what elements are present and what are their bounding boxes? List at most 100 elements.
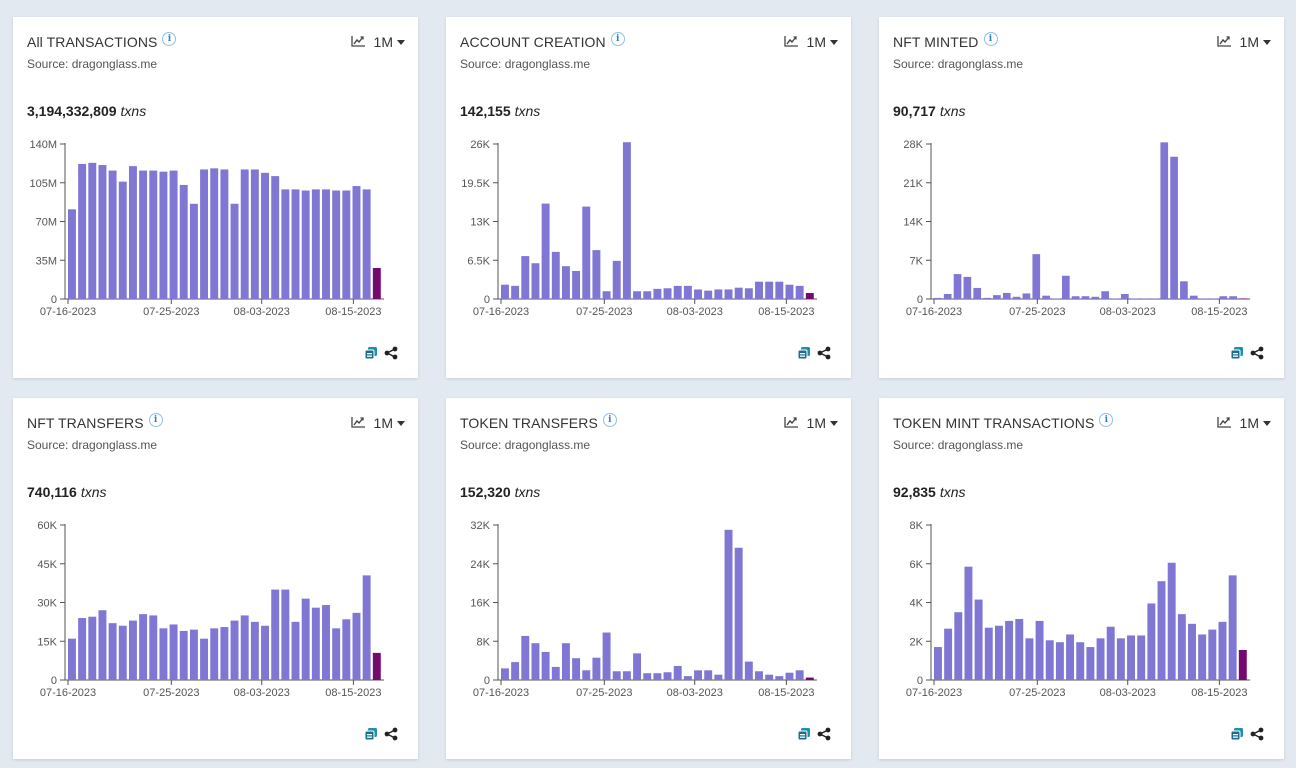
trend-chart-icon[interactable] xyxy=(783,34,799,50)
bar xyxy=(673,285,682,299)
trend-chart-icon[interactable] xyxy=(350,34,366,50)
x-tick-label: 07-25-2023 xyxy=(576,306,632,318)
x-tick-label: 08-03-2023 xyxy=(1100,306,1156,318)
bar xyxy=(1160,142,1169,299)
bar xyxy=(541,651,550,680)
period-dropdown[interactable]: 1M xyxy=(807,34,838,50)
card-title-wrap: TOKEN TRANSFERS i xyxy=(460,413,617,431)
bar xyxy=(1130,298,1139,299)
bar xyxy=(139,170,148,299)
bar xyxy=(714,289,723,299)
y-tick-label: 13K xyxy=(470,217,490,229)
card-title: ACCOUNT CREATION xyxy=(460,34,606,50)
info-icon[interactable]: i xyxy=(610,32,625,46)
bar xyxy=(1198,634,1207,680)
share-icon[interactable] xyxy=(1250,727,1264,746)
card-source: Source: dragonglass.me xyxy=(460,57,591,71)
total-value: 142,155 xyxy=(460,103,511,119)
total-value: 92,835 xyxy=(893,484,936,500)
bar xyxy=(1032,254,1041,299)
x-tick-label: 08-15-2023 xyxy=(1191,687,1247,699)
info-icon[interactable]: i xyxy=(983,32,998,46)
bar xyxy=(98,610,107,680)
bar xyxy=(78,163,87,299)
period-dropdown[interactable]: 1M xyxy=(807,415,838,431)
copy-icon[interactable] xyxy=(797,346,811,365)
bar xyxy=(1012,296,1021,299)
copy-icon[interactable] xyxy=(364,727,378,746)
bar xyxy=(230,203,239,299)
period-dropdown[interactable]: 1M xyxy=(374,34,405,50)
info-icon[interactable]: i xyxy=(1099,413,1114,427)
y-tick-label: 0 xyxy=(484,675,490,687)
copy-icon[interactable] xyxy=(1230,346,1244,365)
bar xyxy=(633,653,642,680)
info-icon[interactable]: i xyxy=(148,413,163,427)
trend-chart-icon[interactable] xyxy=(1216,415,1232,431)
trend-chart-icon[interactable] xyxy=(783,415,799,431)
info-icon[interactable]: i xyxy=(162,32,177,46)
bar xyxy=(200,638,209,680)
bar xyxy=(372,652,381,681)
bar xyxy=(342,619,351,680)
bar xyxy=(582,670,591,680)
bar xyxy=(1238,649,1247,680)
bar xyxy=(805,293,814,299)
bar xyxy=(974,599,983,680)
bar xyxy=(98,165,107,299)
bar xyxy=(765,281,774,299)
share-icon[interactable] xyxy=(817,346,831,365)
stat-card-5: TOKEN TRANSFERS i Source: dragonglass.me… xyxy=(446,398,851,759)
bar xyxy=(220,627,229,680)
bar xyxy=(633,291,642,299)
y-tick-label: 21K xyxy=(903,178,923,190)
period-dropdown[interactable]: 1M xyxy=(374,415,405,431)
copy-icon[interactable] xyxy=(364,346,378,365)
bar xyxy=(1091,296,1100,299)
bar xyxy=(602,632,611,680)
x-tick-label: 07-25-2023 xyxy=(143,306,199,318)
total-value: 152,320 xyxy=(460,484,511,500)
period-controls: 1M xyxy=(1216,34,1271,50)
bar xyxy=(1025,638,1034,680)
period-dropdown[interactable]: 1M xyxy=(1240,34,1271,50)
bar xyxy=(511,662,520,680)
trend-chart-icon[interactable] xyxy=(1216,34,1232,50)
trend-chart-icon[interactable] xyxy=(350,415,366,431)
bar xyxy=(240,615,249,680)
bar xyxy=(724,289,733,299)
share-icon[interactable] xyxy=(384,727,398,746)
bar xyxy=(372,268,381,299)
period-label: 1M xyxy=(373,34,393,50)
bar xyxy=(755,671,763,680)
y-tick-label: 35M xyxy=(36,255,57,267)
share-icon[interactable] xyxy=(817,727,831,746)
copy-icon[interactable] xyxy=(1230,727,1244,746)
total-unit: txns xyxy=(80,484,107,500)
x-tick-label: 07-16-2023 xyxy=(473,306,529,318)
bar xyxy=(755,281,763,299)
period-label: 1M xyxy=(373,415,393,431)
card-actions xyxy=(797,727,831,746)
bar xyxy=(934,297,942,299)
dashboard-grid: All TRANSACTIONS i Source: dragonglass.m… xyxy=(13,17,1284,759)
bar xyxy=(322,189,330,299)
y-tick-label: 0 xyxy=(917,675,923,687)
info-icon[interactable]: i xyxy=(602,413,617,427)
bar xyxy=(612,671,621,680)
share-icon[interactable] xyxy=(384,346,398,365)
share-icon[interactable] xyxy=(1250,346,1264,365)
total-unit: txns xyxy=(120,103,147,119)
total-unit: txns xyxy=(939,484,966,500)
y-tick-label: 28K xyxy=(903,139,923,151)
copy-icon[interactable] xyxy=(797,727,811,746)
chevron-down-icon xyxy=(830,39,838,45)
chevron-down-icon xyxy=(1263,39,1271,45)
bar xyxy=(189,629,198,681)
period-dropdown[interactable]: 1M xyxy=(1240,415,1271,431)
bar xyxy=(663,672,672,680)
bar xyxy=(541,203,550,299)
bar xyxy=(159,628,168,680)
bar xyxy=(1177,614,1186,681)
bar xyxy=(118,181,127,299)
